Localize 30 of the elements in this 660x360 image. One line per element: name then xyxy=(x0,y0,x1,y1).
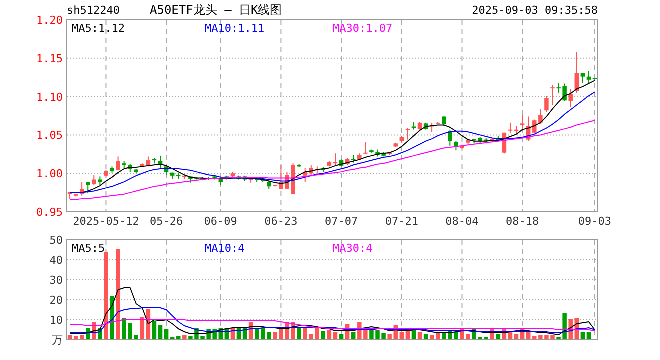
x-tick-label: 07-21 xyxy=(385,215,418,228)
text: MA5:1.12 xyxy=(72,22,125,35)
y-tick-label: 10 xyxy=(50,314,63,327)
x-tick-label: 06-09 xyxy=(204,215,238,228)
x-tick-label: 09-03 xyxy=(578,215,612,228)
y-tick-label: 1.15 xyxy=(36,52,63,66)
text: MA5:5 xyxy=(72,242,106,255)
x-tick-label: 07-07 xyxy=(324,215,358,228)
y-tick-label: 40 xyxy=(50,254,63,267)
y-tick-label: 50 xyxy=(50,234,63,247)
chart-subtitle: sh512240 xyxy=(67,4,120,17)
x-tick-label: 2025-05-12 xyxy=(73,215,140,228)
chart-title: A50ETF龙头 — 日K线图 xyxy=(150,3,282,17)
text: MA10:1.11 xyxy=(205,22,265,35)
y-tick-label: 20 xyxy=(50,294,63,307)
text: 2025-09-03 09:35:58 xyxy=(472,4,598,17)
y-tick-label: 30 xyxy=(50,274,63,287)
x-tick-label: 05-26 xyxy=(150,215,184,228)
y-tick-label: 万 xyxy=(52,334,63,347)
text: MA10:4 xyxy=(205,242,246,255)
text: MA30:1.07 xyxy=(333,22,393,35)
y-tick-label: 1.00 xyxy=(36,168,63,181)
text: MA30:4 xyxy=(333,242,374,255)
y-tick-label: 1.05 xyxy=(36,129,63,142)
y-tick-label: 1.10 xyxy=(36,90,63,104)
y-tick-label: 1.20 xyxy=(36,14,63,27)
x-tick-label: 06-23 xyxy=(264,215,298,228)
x-tick-label: 08-04 xyxy=(446,215,480,228)
y-tick-label: 0.95 xyxy=(36,206,63,219)
x-tick-label: 08-18 xyxy=(506,215,540,228)
